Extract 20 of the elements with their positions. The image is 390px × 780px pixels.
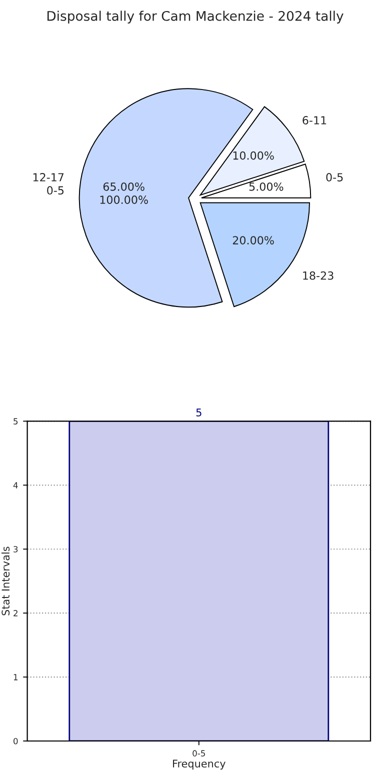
y-tick-label: 1 xyxy=(14,674,18,680)
y-tick-label: 3 xyxy=(14,546,18,552)
slice-label: 18-23 xyxy=(303,271,334,280)
y-tick-label: 0 xyxy=(14,738,18,744)
data-label: 20.00% xyxy=(232,236,274,244)
text: 0-5 xyxy=(47,186,64,195)
x-axis-title: Frequency xyxy=(173,760,226,770)
chart-title: Disposal tally for Cam Mackenzie - 2024 tally xyxy=(47,10,344,24)
slice-label: 0-5 xyxy=(326,173,343,182)
slice-label: 12-17 xyxy=(33,173,64,182)
data-label: 5 xyxy=(196,408,202,416)
data-label: 65.00% xyxy=(103,182,144,191)
y-tick-label: 4 xyxy=(13,482,18,488)
y-axis-title: Stat Intervals xyxy=(2,546,10,616)
data-label: 5.00% xyxy=(249,182,284,191)
data-label: 10.00% xyxy=(233,151,274,160)
text: 100.00% xyxy=(100,196,148,204)
y-tick-label: 5 xyxy=(14,418,18,424)
y-tick-label: 2 xyxy=(14,610,18,616)
slice-label: 6-11 xyxy=(302,116,326,124)
